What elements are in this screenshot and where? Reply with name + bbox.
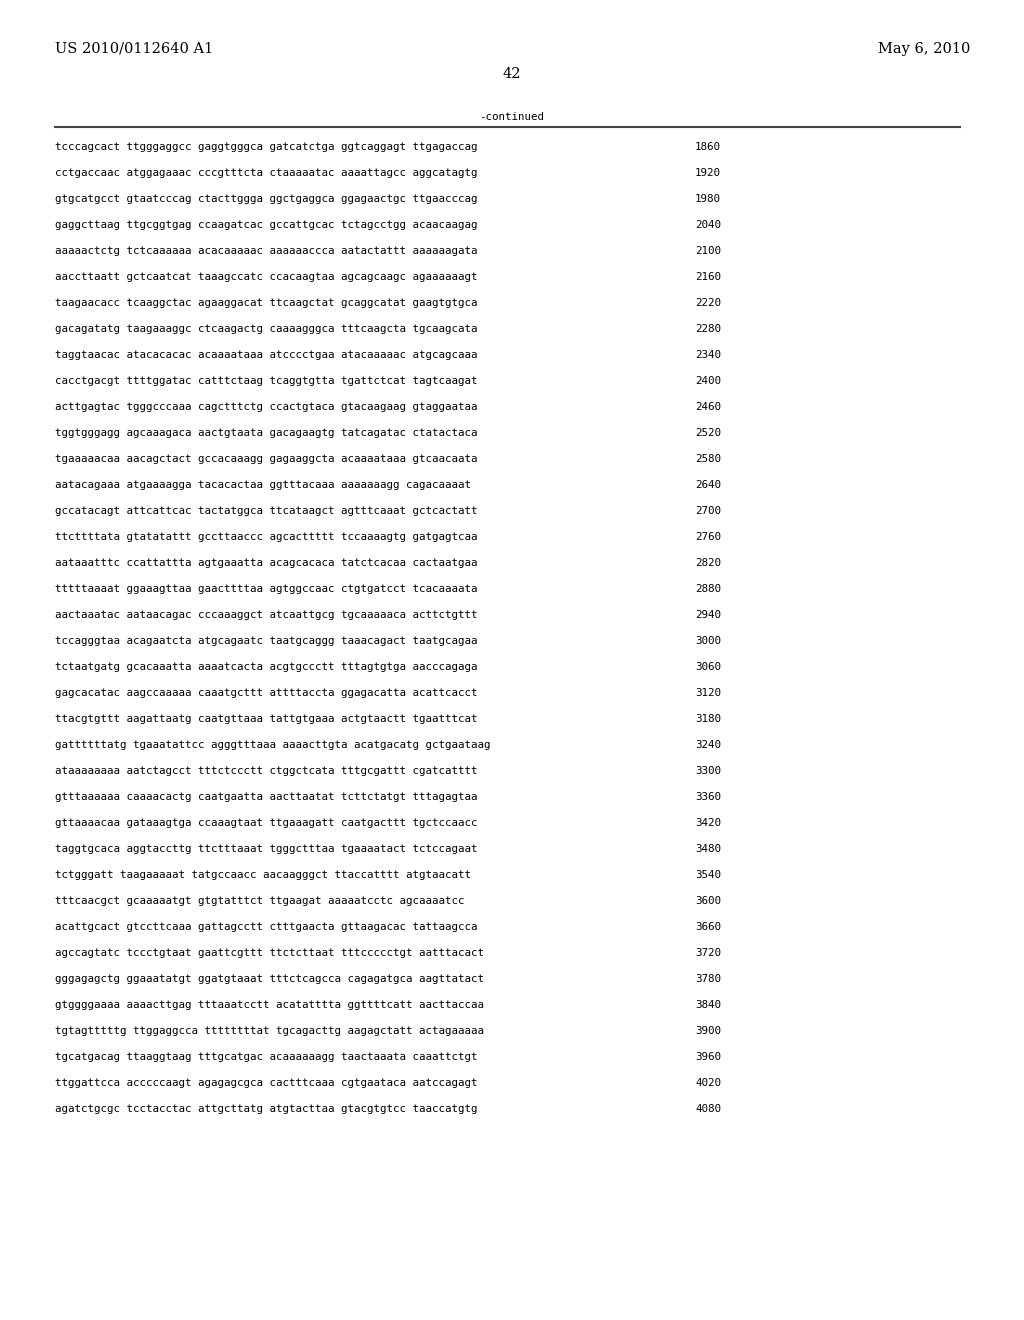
Text: tgcatgacag ttaaggtaag tttgcatgac acaaaaaagg taactaaata caaattctgt: tgcatgacag ttaaggtaag tttgcatgac acaaaaa… — [55, 1052, 477, 1063]
Text: tgaaaaacaa aacagctact gccacaaagg gagaaggcta acaaaataaa gtcaacaata: tgaaaaacaa aacagctact gccacaaagg gagaagg… — [55, 454, 477, 465]
Text: ttcttttata gtatatattt gccttaaccc agcacttttt tccaaaagtg gatgagtcaa: ttcttttata gtatatattt gccttaaccc agcactt… — [55, 532, 477, 543]
Text: 3060: 3060 — [695, 663, 721, 672]
Text: ttacgtgttt aagattaatg caatgttaaa tattgtgaaa actgtaactt tgaatttcat: ttacgtgttt aagattaatg caatgttaaa tattgtg… — [55, 714, 477, 723]
Text: 3600: 3600 — [695, 896, 721, 906]
Text: 3720: 3720 — [695, 948, 721, 958]
Text: 2340: 2340 — [695, 350, 721, 360]
Text: 1980: 1980 — [695, 194, 721, 205]
Text: 3300: 3300 — [695, 766, 721, 776]
Text: 4080: 4080 — [695, 1104, 721, 1114]
Text: tttttaaaat ggaaagttaa gaacttttaa agtggccaac ctgtgatcct tcacaaaata: tttttaaaat ggaaagttaa gaacttttaa agtggcc… — [55, 583, 477, 594]
Text: 2520: 2520 — [695, 428, 721, 438]
Text: 4020: 4020 — [695, 1078, 721, 1088]
Text: 3360: 3360 — [695, 792, 721, 803]
Text: aactaaatac aataacagac cccaaaggct atcaattgcg tgcaaaaaca acttctgttt: aactaaatac aataacagac cccaaaggct atcaatt… — [55, 610, 477, 620]
Text: acttgagtac tgggcccaaa cagctttctg ccactgtaca gtacaagaag gtaggaataa: acttgagtac tgggcccaaa cagctttctg ccactgt… — [55, 403, 477, 412]
Text: tccagggtaa acagaatcta atgcagaatc taatgcaggg taaacagact taatgcagaa: tccagggtaa acagaatcta atgcagaatc taatgca… — [55, 636, 477, 645]
Text: tcccagcact ttgggaggcc gaggtgggca gatcatctga ggtcaggagt ttgagaccag: tcccagcact ttgggaggcc gaggtgggca gatcatc… — [55, 143, 477, 152]
Text: tgtagtttttg ttggaggcca ttttttttat tgcagacttg aagagctatt actagaaaaa: tgtagtttttg ttggaggcca ttttttttat tgcaga… — [55, 1026, 484, 1036]
Text: 2580: 2580 — [695, 454, 721, 465]
Text: aaccttaatt gctcaatcat taaagccatc ccacaagtaa agcagcaagc agaaaaaagt: aaccttaatt gctcaatcat taaagccatc ccacaag… — [55, 272, 477, 282]
Text: 3900: 3900 — [695, 1026, 721, 1036]
Text: 1860: 1860 — [695, 143, 721, 152]
Text: 2760: 2760 — [695, 532, 721, 543]
Text: 2100: 2100 — [695, 246, 721, 256]
Text: 3840: 3840 — [695, 1001, 721, 1010]
Text: agccagtatc tccctgtaat gaattcgttt ttctcttaat tttccccctgt aatttacact: agccagtatc tccctgtaat gaattcgttt ttctctt… — [55, 948, 484, 958]
Text: 3120: 3120 — [695, 688, 721, 698]
Text: 3180: 3180 — [695, 714, 721, 723]
Text: tctgggatt taagaaaaat tatgccaacc aacaagggct ttaccatttt atgtaacatt: tctgggatt taagaaaaat tatgccaacc aacaaggg… — [55, 870, 471, 880]
Text: gccatacagt attcattcac tactatggca ttcataagct agtttcaaat gctcactatt: gccatacagt attcattcac tactatggca ttcataa… — [55, 506, 477, 516]
Text: gttaaaacaa gataaagtga ccaaagtaat ttgaaagatt caatgacttt tgctccaacc: gttaaaacaa gataaagtga ccaaagtaat ttgaaag… — [55, 818, 477, 828]
Text: gtggggaaaa aaaacttgag tttaaatcctt acatatttta ggttttcatt aacttaccaa: gtggggaaaa aaaacttgag tttaaatcctt acatat… — [55, 1001, 484, 1010]
Text: 1920: 1920 — [695, 168, 721, 178]
Text: taagaacacc tcaaggctac agaaggacat ttcaagctat gcaggcatat gaagtgtgca: taagaacacc tcaaggctac agaaggacat ttcaagc… — [55, 298, 477, 308]
Text: -continued: -continued — [479, 112, 545, 121]
Text: 3000: 3000 — [695, 636, 721, 645]
Text: aaaaactctg tctcaaaaaa acacaaaaac aaaaaaccca aatactattt aaaaaagata: aaaaactctg tctcaaaaaa acacaaaaac aaaaaac… — [55, 246, 477, 256]
Text: taggtaacac atacacacac acaaaataaa atcccctgaa atacaaaaac atgcagcaaa: taggtaacac atacacacac acaaaataaa atcccct… — [55, 350, 477, 360]
Text: 2460: 2460 — [695, 403, 721, 412]
Text: acattgcact gtccttcaaa gattagcctt ctttgaacta gttaagacac tattaagcca: acattgcact gtccttcaaa gattagcctt ctttgaa… — [55, 921, 477, 932]
Text: 2400: 2400 — [695, 376, 721, 385]
Text: 2880: 2880 — [695, 583, 721, 594]
Text: gtgcatgcct gtaatcccag ctacttggga ggctgaggca ggagaactgc ttgaacccag: gtgcatgcct gtaatcccag ctacttggga ggctgag… — [55, 194, 477, 205]
Text: gaggcttaag ttgcggtgag ccaagatcac gccattgcac tctagcctgg acaacaagag: gaggcttaag ttgcggtgag ccaagatcac gccattg… — [55, 220, 477, 230]
Text: 3240: 3240 — [695, 741, 721, 750]
Text: 42: 42 — [503, 67, 521, 81]
Text: 3540: 3540 — [695, 870, 721, 880]
Text: tttcaacgct gcaaaaatgt gtgtatttct ttgaagat aaaaatcctc agcaaaatcc: tttcaacgct gcaaaaatgt gtgtatttct ttgaaga… — [55, 896, 465, 906]
Text: ataaaaaaaa aatctagcct tttctccctt ctggctcata tttgcgattt cgatcatttt: ataaaaaaaa aatctagcct tttctccctt ctggctc… — [55, 766, 477, 776]
Text: 3420: 3420 — [695, 818, 721, 828]
Text: ttggattcca acccccaagt agagagcgca cactttcaaa cgtgaataca aatccagagt: ttggattcca acccccaagt agagagcgca cactttc… — [55, 1078, 477, 1088]
Text: gtttaaaaaa caaaacactg caatgaatta aacttaatat tcttctatgt tttagagtaa: gtttaaaaaa caaaacactg caatgaatta aacttaa… — [55, 792, 477, 803]
Text: 3480: 3480 — [695, 843, 721, 854]
Text: 2940: 2940 — [695, 610, 721, 620]
Text: tggtgggagg agcaaagaca aactgtaata gacagaagtg tatcagatac ctatactaca: tggtgggagg agcaaagaca aactgtaata gacagaa… — [55, 428, 477, 438]
Text: aatacagaaa atgaaaagga tacacactaa ggtttacaaa aaaaaaagg cagacaaaat: aatacagaaa atgaaaagga tacacactaa ggtttac… — [55, 480, 471, 490]
Text: May 6, 2010: May 6, 2010 — [878, 42, 970, 55]
Text: 3780: 3780 — [695, 974, 721, 983]
Text: cctgaccaac atggagaaac cccgtttcta ctaaaaatac aaaattagcc aggcatagtg: cctgaccaac atggagaaac cccgtttcta ctaaaaa… — [55, 168, 477, 178]
Text: 2640: 2640 — [695, 480, 721, 490]
Text: gacagatatg taagaaaggc ctcaagactg caaaagggca tttcaagcta tgcaagcata: gacagatatg taagaaaggc ctcaagactg caaaagg… — [55, 323, 477, 334]
Text: 2160: 2160 — [695, 272, 721, 282]
Text: 2220: 2220 — [695, 298, 721, 308]
Text: 3660: 3660 — [695, 921, 721, 932]
Text: 2700: 2700 — [695, 506, 721, 516]
Text: 2040: 2040 — [695, 220, 721, 230]
Text: gagcacatac aagccaaaaa caaatgcttt attttaccta ggagacatta acattcacct: gagcacatac aagccaaaaa caaatgcttt attttac… — [55, 688, 477, 698]
Text: tctaatgatg gcacaaatta aaaatcacta acgtgccctt tttagtgtga aacccagaga: tctaatgatg gcacaaatta aaaatcacta acgtgcc… — [55, 663, 477, 672]
Text: gggagagctg ggaaatatgt ggatgtaaat tttctcagcca cagagatgca aagttatact: gggagagctg ggaaatatgt ggatgtaaat tttctca… — [55, 974, 484, 983]
Text: US 2010/0112640 A1: US 2010/0112640 A1 — [55, 42, 213, 55]
Text: gattttttatg tgaaatattcc agggtttaaa aaaacttgta acatgacatg gctgaataag: gattttttatg tgaaatattcc agggtttaaa aaaac… — [55, 741, 490, 750]
Text: 2280: 2280 — [695, 323, 721, 334]
Text: 2820: 2820 — [695, 558, 721, 568]
Text: aataaatttc ccattattta agtgaaatta acagcacaca tatctcacaa cactaatgaa: aataaatttc ccattattta agtgaaatta acagcac… — [55, 558, 477, 568]
Text: agatctgcgc tcctacctac attgcttatg atgtacttaa gtacgtgtcc taaccatgtg: agatctgcgc tcctacctac attgcttatg atgtact… — [55, 1104, 477, 1114]
Text: 3960: 3960 — [695, 1052, 721, 1063]
Text: taggtgcaca aggtaccttg ttctttaaat tgggctttaa tgaaaatact tctccagaat: taggtgcaca aggtaccttg ttctttaaat tgggctt… — [55, 843, 477, 854]
Text: cacctgacgt ttttggatac catttctaag tcaggtgtta tgattctcat tagtcaagat: cacctgacgt ttttggatac catttctaag tcaggtg… — [55, 376, 477, 385]
